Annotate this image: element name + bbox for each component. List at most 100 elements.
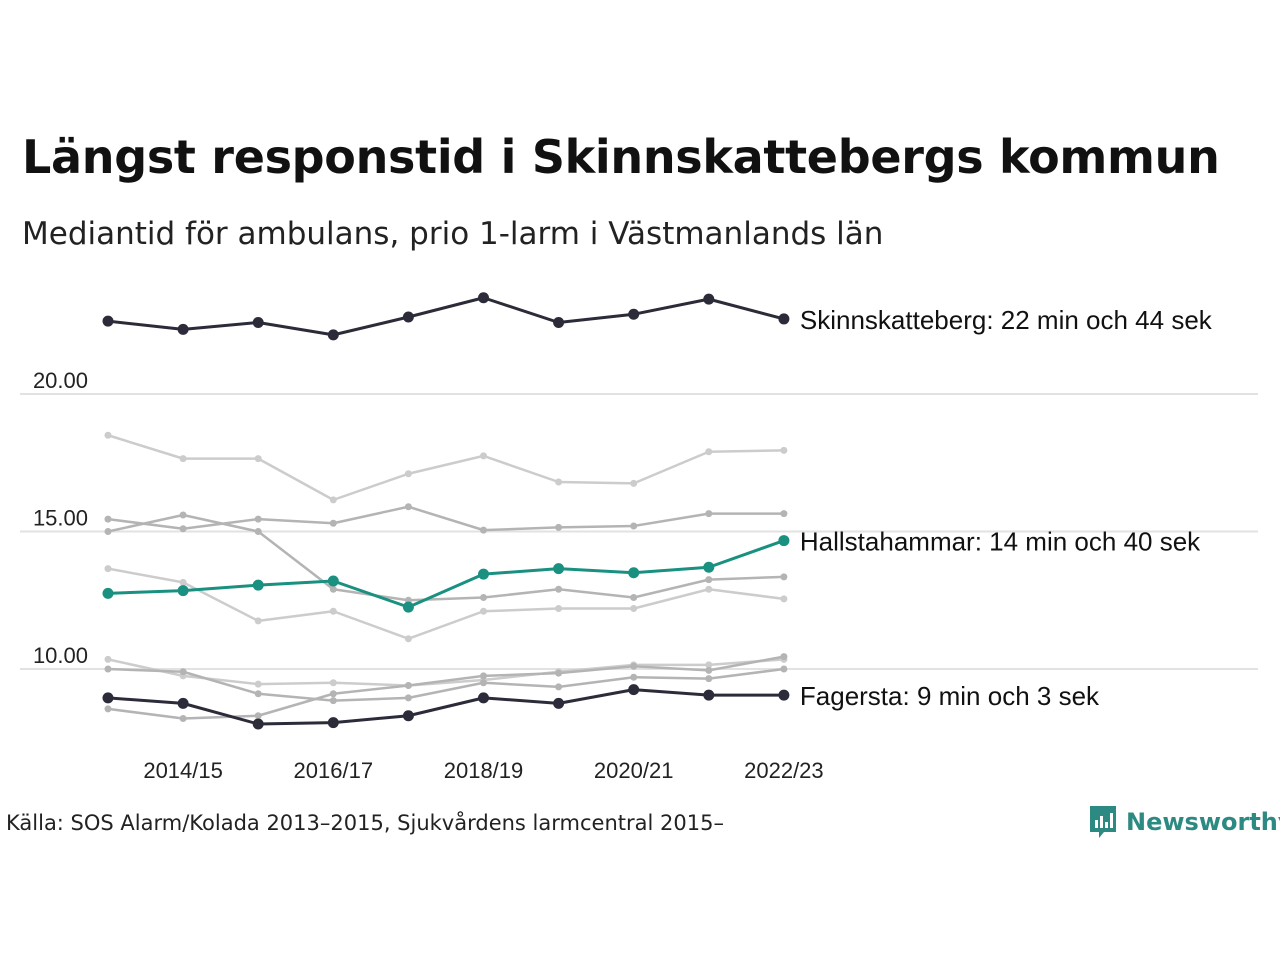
data-point [104, 655, 112, 663]
data-point [329, 585, 337, 593]
data-point [254, 680, 262, 688]
data-point [177, 585, 189, 597]
data-point [254, 690, 262, 698]
data-point [177, 323, 189, 335]
series-line [107, 658, 784, 687]
data-point [480, 679, 487, 687]
data-point [630, 662, 638, 670]
y-tick-label: 15.00 [33, 506, 88, 531]
data-point [628, 308, 640, 320]
x-tick-label: 2022/23 [744, 758, 824, 783]
background-series [104, 655, 788, 689]
chart-title: Längst responstid i Skinnskattebergs kom… [22, 130, 1220, 184]
data-point [402, 601, 414, 613]
fagersta-series [102, 684, 790, 730]
data-point [404, 503, 412, 511]
data-point [478, 292, 489, 304]
data-point [703, 561, 715, 573]
data-point [703, 293, 715, 305]
data-point [555, 669, 563, 677]
data-point [705, 510, 713, 518]
background-series [104, 503, 788, 534]
data-point [780, 510, 788, 518]
data-point [480, 607, 487, 615]
series-line [107, 513, 784, 602]
data-point [555, 523, 563, 531]
data-point [480, 526, 487, 534]
data-point [780, 446, 788, 454]
background-series [104, 431, 788, 504]
data-point [778, 689, 790, 701]
data-point [705, 666, 713, 674]
data-point [553, 317, 565, 328]
data-point [252, 317, 264, 328]
data-point [104, 528, 112, 535]
series-line [107, 688, 784, 726]
series-line [107, 655, 785, 720]
x-tick-label: 2016/17 [294, 758, 374, 783]
series-end-labels: Skinnskatteberg: 22 min och 44 sek Fagers… [800, 305, 1213, 711]
data-point [179, 578, 187, 586]
background-series [104, 565, 788, 643]
data-point [555, 605, 563, 612]
data-point [327, 329, 339, 341]
data-point [703, 689, 715, 701]
data-point [329, 697, 337, 705]
data-point [630, 594, 638, 601]
data-point [179, 668, 187, 676]
data-point [329, 690, 337, 698]
data-point [480, 594, 487, 601]
data-point [252, 579, 264, 591]
data-point [254, 712, 262, 720]
data-point [179, 715, 187, 722]
data-point [555, 478, 563, 486]
series-line [107, 567, 785, 640]
data-point [778, 313, 790, 325]
data-point [104, 431, 112, 439]
x-tick-label: 2020/21 [594, 758, 674, 783]
data-point [254, 528, 262, 535]
data-point [327, 575, 339, 587]
data-point [705, 661, 713, 669]
data-point [705, 585, 713, 593]
data-point [555, 585, 563, 593]
data-point [404, 470, 412, 478]
data-point [329, 519, 337, 527]
data-point [780, 653, 788, 661]
x-tick-label: 2018/19 [444, 758, 524, 783]
series-end-label: Skinnskatteberg: 22 min och 44 sek [800, 305, 1213, 335]
data-point [555, 683, 563, 691]
data-point [630, 605, 638, 612]
data-point [404, 682, 412, 689]
x-axis-tick-labels: 2014/15 2016/17 2018/19 2020/21 2022/23 [143, 758, 823, 783]
data-point [179, 525, 187, 533]
series-end-label: Hallstahammar: 14 min och 40 sek [800, 527, 1201, 557]
newsworthy-logo-icon [1090, 806, 1116, 838]
chart-subtitle: Mediantid för ambulans, prio 1-larm i Vä… [22, 216, 884, 252]
source-note: Källa: SOS Alarm/Kolada 2013–2015, Sjukv… [6, 811, 724, 835]
skinnskatteberg-series [102, 292, 790, 341]
data-point [329, 607, 337, 615]
data-point [705, 448, 713, 456]
y-axis-tick-labels: 10.00 15.00 20.00 [33, 368, 88, 668]
data-point [630, 479, 638, 487]
data-point [329, 496, 337, 504]
data-point [628, 567, 640, 579]
data-point [254, 515, 262, 523]
y-tick-label: 20.00 [33, 368, 88, 393]
data-point [102, 315, 114, 327]
data-point [402, 710, 414, 722]
data-point [778, 535, 790, 547]
data-point [104, 665, 112, 673]
y-tick-label: 10.00 [33, 643, 88, 668]
data-point [252, 718, 264, 730]
data-point [480, 672, 487, 680]
data-point [102, 692, 114, 704]
data-point [553, 563, 565, 575]
data-point [478, 692, 489, 704]
data-point [254, 455, 262, 463]
series-line [107, 434, 784, 502]
series-end-label: Fagersta: 9 min och 3 sek [800, 681, 1100, 711]
data-point [780, 665, 788, 673]
data-point [404, 694, 412, 702]
